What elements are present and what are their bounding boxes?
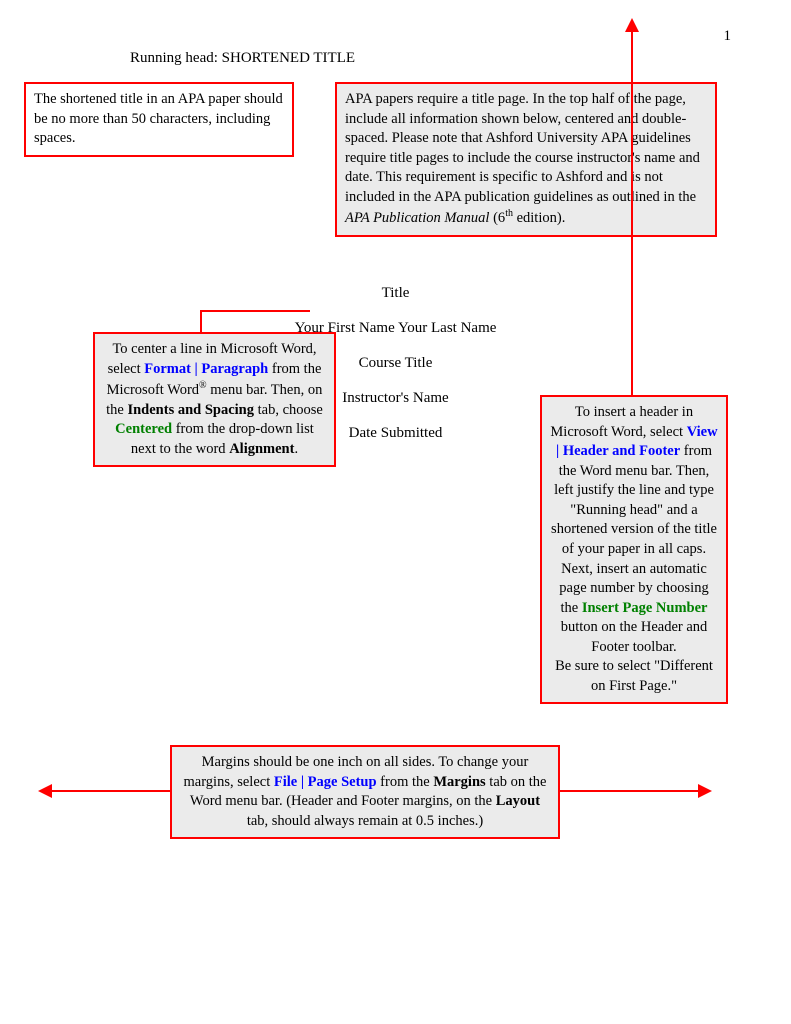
arrow-margin-right: [560, 790, 700, 792]
t6: .: [294, 441, 298, 457]
running-head: Running head: SHORTENED TITLE: [130, 50, 355, 67]
t-indents: Indents and Spacing: [127, 402, 254, 418]
t-format-paragraph: Format | Paragraph: [144, 361, 268, 377]
arrow-margin-right-head: [698, 784, 712, 798]
h4: Be sure to select "Different on First Pa…: [555, 658, 713, 694]
title-line: Title: [0, 285, 791, 302]
callout-title-page: APA papers require a title page. In the …: [335, 82, 717, 237]
callout-text-c: edition).: [513, 210, 565, 226]
m4: tab, should always remain at 0.5 inches.…: [247, 813, 483, 829]
h1: To insert a header in Microsoft Word, se…: [550, 404, 693, 440]
m-file: File | Page Setup: [274, 774, 377, 790]
callout-text-a: APA papers require a title page. In the …: [345, 91, 700, 205]
h2: from the Word menu bar. Then, left justi…: [551, 443, 717, 616]
arrow-header-up-head: [625, 18, 639, 32]
callout-center-line: To center a line in Microsoft Word, sele…: [93, 332, 336, 467]
page-number: 1: [724, 28, 732, 45]
callout-text-b: (6: [489, 210, 505, 226]
h3: button on the Header and Footer toolbar.: [561, 619, 708, 655]
arrow-header-up: [631, 30, 633, 395]
arrow-margin-left: [50, 790, 170, 792]
connector-center: [200, 310, 310, 332]
callout-text-italic: APA Publication Manual: [345, 210, 489, 226]
m-layout: Layout: [496, 793, 540, 809]
callout-text-sup: th: [505, 208, 513, 219]
callout-margins: Margins should be one inch on all sides.…: [170, 745, 560, 839]
h-insert-pn: Insert Page Number: [582, 600, 708, 616]
callout-header: To insert a header in Microsoft Word, se…: [540, 395, 728, 704]
t-centered: Centered: [115, 421, 172, 437]
m-margins: Margins: [433, 774, 485, 790]
t-alignment: Alignment: [229, 441, 294, 457]
t4: tab, choose: [254, 402, 323, 418]
arrow-margin-left-head: [38, 784, 52, 798]
t-reg: ®: [199, 380, 207, 391]
m2: from the: [377, 774, 434, 790]
callout-text: The shortened title in an APA paper shou…: [34, 91, 283, 146]
callout-shortened-title: The shortened title in an APA paper shou…: [24, 82, 294, 157]
